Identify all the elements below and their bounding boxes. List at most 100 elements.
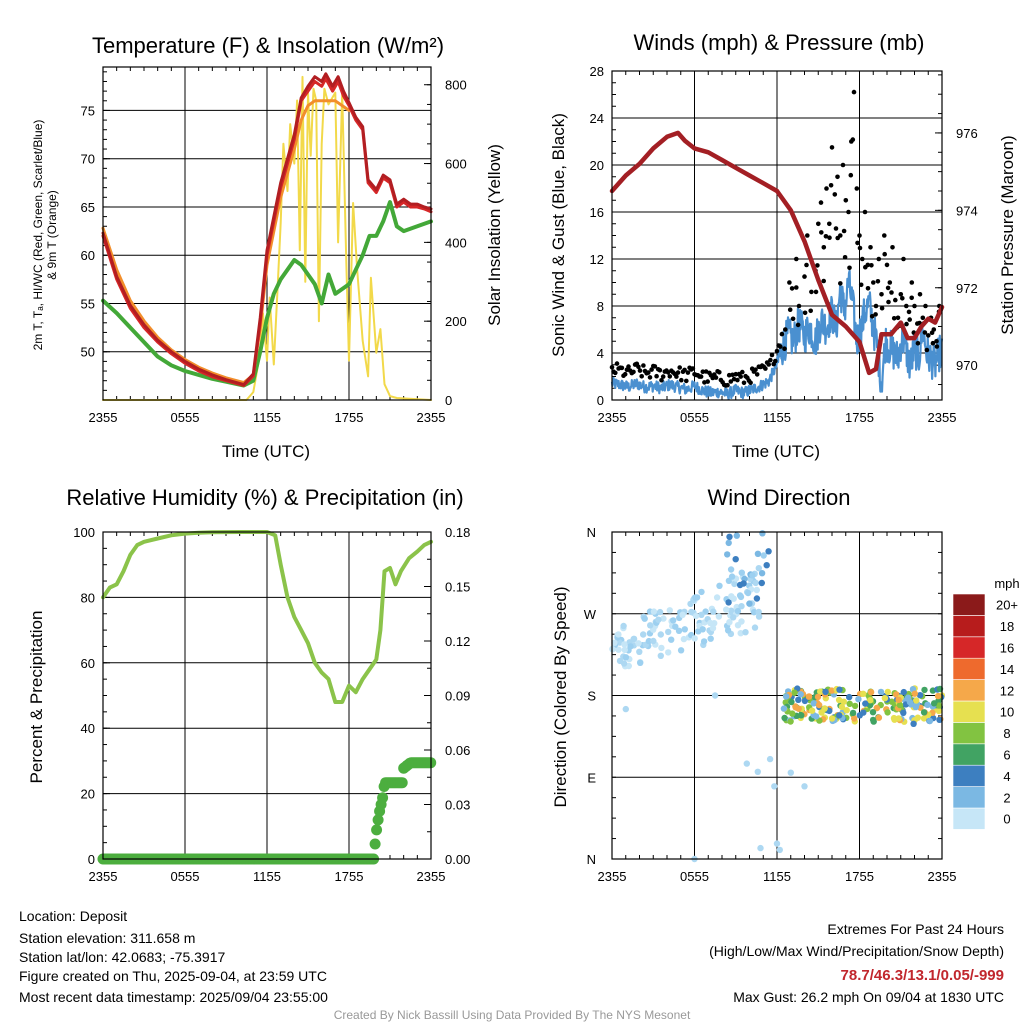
- gust-point: [904, 321, 909, 327]
- colorbar-segment: [952, 615, 986, 638]
- direction-point: [637, 659, 644, 666]
- rh-left-ytick-label: 20: [81, 787, 95, 802]
- gust-point: [906, 309, 912, 315]
- precip-point: [377, 792, 389, 804]
- gust-point: [725, 382, 730, 388]
- rh-left-ytick-label: 40: [81, 721, 95, 736]
- rh-right-ytick-label: 0.09: [445, 689, 470, 704]
- wind-left-ytick-label: 28: [590, 64, 604, 79]
- gust-point: [865, 286, 871, 291]
- gust-point: [733, 371, 739, 377]
- gust-point: [778, 344, 783, 349]
- direction-point: [771, 783, 778, 790]
- gust-point: [842, 254, 848, 260]
- colorbar-segment: [952, 679, 986, 702]
- direction-point: [906, 699, 914, 706]
- gust-point: [860, 256, 865, 262]
- humidity-title: Relative Humidity (%) & Precipitation (i…: [66, 485, 463, 510]
- dir-ytick-label: N: [587, 852, 596, 867]
- gust-point: [821, 245, 827, 250]
- direction-point: [935, 707, 943, 715]
- gust-point: [818, 200, 824, 205]
- footer: Location: Deposit Station elevation: 311…: [19, 908, 1004, 1022]
- elevation-text: Station elevation: 311.658 m: [19, 930, 195, 946]
- temp-right-ytick-label: 200: [445, 314, 467, 329]
- gust-point: [766, 362, 771, 367]
- wind-right-ytick-label: 974: [956, 203, 978, 218]
- direction-point: [656, 608, 664, 616]
- gust-point: [868, 245, 873, 250]
- direction-point: [931, 700, 938, 707]
- gust-point: [832, 192, 838, 197]
- gust-point: [779, 331, 785, 337]
- direction-point: [760, 552, 767, 559]
- direction-point: [851, 702, 859, 710]
- precip-point: [371, 824, 383, 836]
- gust-point: [622, 371, 628, 377]
- gust-point: [912, 303, 917, 309]
- pressure-line: [609, 130, 945, 376]
- rh-left-ytick-label: 100: [73, 525, 95, 540]
- wind-direction-title: Wind Direction: [707, 485, 850, 510]
- direction-point: [755, 608, 762, 616]
- gust-point: [795, 322, 801, 328]
- rh-xtick-label: 2355: [417, 869, 446, 884]
- gust-point: [735, 377, 740, 383]
- dir-ytick-label: S: [587, 689, 596, 704]
- direction-point: [620, 622, 627, 630]
- gust-point: [815, 263, 820, 268]
- gust-point: [833, 226, 839, 231]
- direction-point: [781, 714, 788, 722]
- gust-point: [922, 330, 928, 335]
- direction-point: [726, 619, 733, 626]
- gust-point: [884, 262, 890, 268]
- direction-point: [792, 704, 799, 711]
- gust-point: [649, 367, 654, 372]
- direction-point: [936, 716, 943, 723]
- direction-point: [821, 705, 828, 712]
- gust-point: [917, 292, 923, 297]
- gust-point: [882, 233, 887, 238]
- gust-point: [838, 281, 843, 286]
- direction-point: [726, 533, 733, 540]
- gust-point: [873, 312, 878, 317]
- gust-point: [657, 367, 663, 373]
- humidity-panel: Relative Humidity (%) & Precipitation (i…: [27, 485, 470, 884]
- colorbar-segment: [952, 764, 986, 787]
- direction-point: [780, 705, 788, 712]
- direction-point: [798, 712, 805, 719]
- direction-point: [810, 700, 817, 707]
- direction-point: [622, 705, 629, 713]
- gust-point: [796, 303, 802, 309]
- gust-point: [887, 280, 893, 285]
- gust-point: [900, 296, 905, 301]
- direction-point: [766, 755, 774, 763]
- direction-point: [755, 565, 762, 572]
- colorbar-label: 18: [1000, 619, 1014, 634]
- direction-point: [621, 641, 628, 648]
- wind-xtick-label: 2355: [928, 410, 957, 425]
- gust-point: [805, 233, 810, 238]
- direction-point: [846, 693, 853, 701]
- precip-point: [369, 838, 381, 850]
- direction-point: [840, 698, 847, 705]
- direction-point: [884, 688, 891, 696]
- direction-point: [665, 649, 672, 656]
- gust-point: [713, 375, 719, 380]
- precip-point: [396, 777, 408, 789]
- gust-point: [827, 235, 832, 240]
- gust-point: [675, 370, 681, 375]
- gust-point: [871, 280, 876, 285]
- direction-point: [890, 714, 898, 722]
- gust-point: [854, 186, 860, 191]
- gust-point: [700, 369, 706, 375]
- direction-point: [715, 613, 723, 620]
- rh-left-ytick-label: 80: [81, 590, 95, 605]
- gust-point: [895, 315, 901, 321]
- dir-xtick-label: 2355: [598, 869, 627, 884]
- colorbar-label: 14: [1000, 662, 1014, 677]
- direction-point: [727, 566, 735, 573]
- gust-point: [619, 365, 625, 371]
- gust-point: [838, 233, 843, 238]
